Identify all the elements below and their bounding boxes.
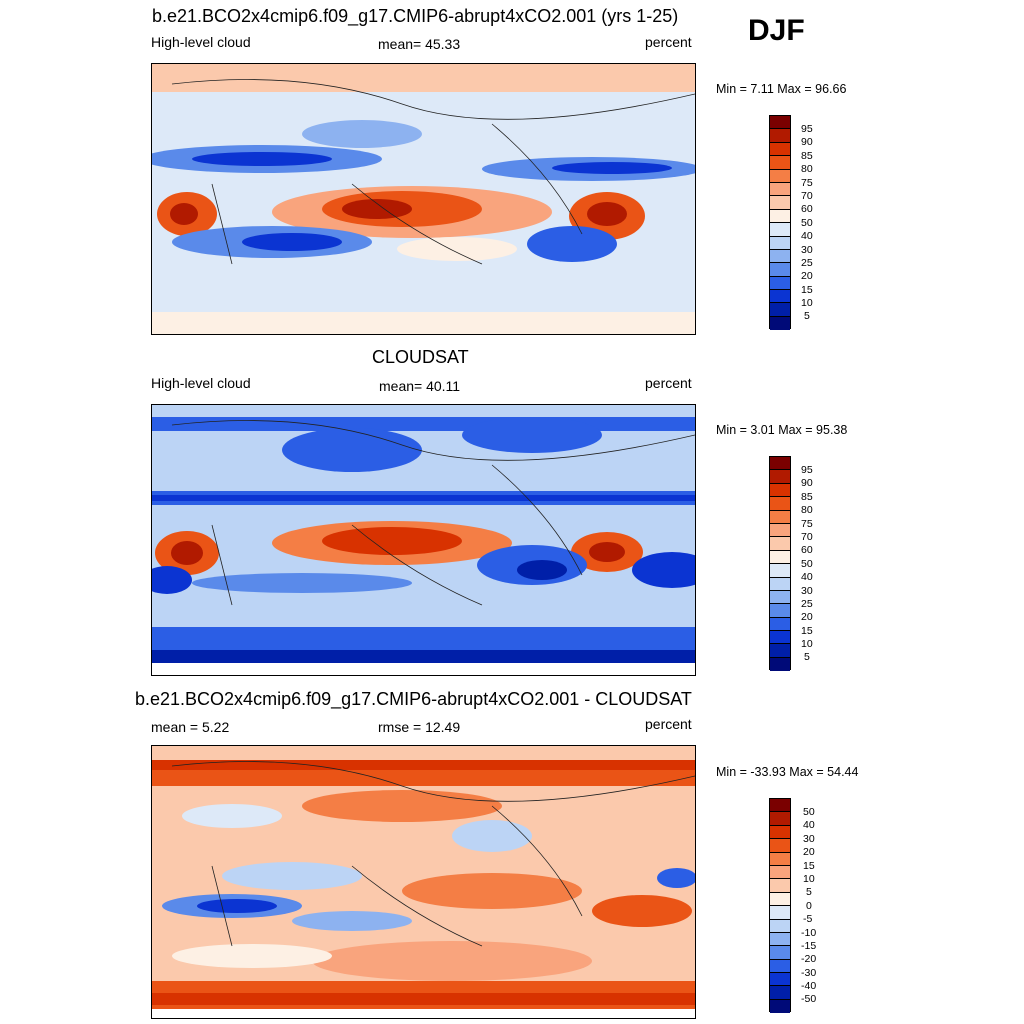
mean-label: mean= 45.33: [378, 36, 461, 52]
colorbar-tick: 85: [801, 491, 813, 503]
colorbar-tick: -10: [801, 927, 817, 939]
colorbar-tick: 90: [801, 136, 813, 148]
colorbar-tick: 20: [801, 611, 813, 623]
colorbar-tick: 50: [801, 558, 813, 570]
colorbar-tick: 10: [803, 873, 815, 885]
colorbar-tick: -20: [801, 953, 817, 965]
colorbar-tick: 40: [801, 230, 813, 242]
rmse-label: rmse = 12.49: [378, 719, 461, 735]
colorbar-tick: 60: [801, 544, 813, 556]
variable-label: High-level cloud: [151, 34, 251, 50]
colorbar: [769, 456, 791, 672]
colorbar-tick: 30: [801, 244, 813, 256]
colorbar-tick: 50: [803, 806, 815, 818]
units-label: percent: [645, 375, 692, 391]
colorbar-tick: 85: [801, 150, 813, 162]
colorbar-tick: 60: [801, 203, 813, 215]
map-plot: [151, 63, 696, 335]
variable-label: High-level cloud: [151, 375, 251, 391]
colorbar-tick: 15: [801, 284, 813, 296]
colorbar-tick: 30: [801, 585, 813, 597]
map-plot: [151, 745, 696, 1019]
minmax-label: Min = 3.01 Max = 95.38: [716, 423, 848, 437]
colorbar-tick: 10: [801, 638, 813, 650]
panel-title: CLOUDSAT: [372, 347, 469, 367]
panel-title: b.e21.BCO2x4cmip6.f09_g17.CMIP6-abrupt4x…: [135, 689, 692, 709]
colorbar-tick: -30: [801, 967, 817, 979]
colorbar-tick: 90: [801, 477, 813, 489]
colorbar-tick: 25: [801, 598, 813, 610]
map-plot: [151, 404, 696, 676]
colorbar: [769, 798, 791, 1014]
panel-title: b.e21.BCO2x4cmip6.f09_g17.CMIP6-abrupt4x…: [152, 6, 679, 26]
season-label: DJF: [748, 14, 805, 47]
colorbar-tick: 95: [801, 464, 813, 476]
colorbar-tick: -50: [801, 993, 817, 1005]
minmax-label: Min = -33.93 Max = 54.44: [716, 765, 859, 779]
colorbar-tick: -40: [801, 980, 817, 992]
colorbar-tick: 15: [803, 860, 815, 872]
colorbar-tick: -15: [801, 940, 817, 952]
mean-label: mean = 5.22: [151, 719, 230, 735]
colorbar-tick: 75: [801, 177, 813, 189]
units-label: percent: [645, 34, 692, 50]
colorbar-tick: 20: [801, 270, 813, 282]
colorbar-tick: 25: [801, 257, 813, 269]
colorbar-tick: 95: [801, 123, 813, 135]
mean-label: mean= 40.11: [379, 378, 461, 394]
units-label: percent: [645, 716, 692, 732]
colorbar-tick: 20: [803, 846, 815, 858]
colorbar-tick: 5: [806, 886, 812, 898]
colorbar-tick: 10: [801, 297, 813, 309]
colorbar-tick: 40: [801, 571, 813, 583]
colorbar-tick: 0: [806, 900, 812, 912]
colorbar-tick: 80: [801, 163, 813, 175]
colorbar-tick: 15: [801, 625, 813, 637]
minmax-label: Min = 7.11 Max = 96.66: [716, 82, 847, 96]
colorbar: [769, 115, 791, 331]
colorbar-tick: 75: [801, 518, 813, 530]
colorbar-tick: 70: [801, 190, 813, 202]
colorbar-tick: 80: [801, 504, 813, 516]
colorbar-tick: 40: [803, 819, 815, 831]
colorbar-tick: 5: [804, 310, 810, 322]
colorbar-tick: 70: [801, 531, 813, 543]
colorbar-tick: 5: [804, 651, 810, 663]
colorbar-tick: 50: [801, 217, 813, 229]
colorbar-tick: 30: [803, 833, 815, 845]
colorbar-tick: -5: [803, 913, 813, 925]
